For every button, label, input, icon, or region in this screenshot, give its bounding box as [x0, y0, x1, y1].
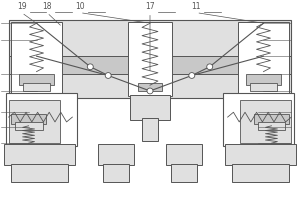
- Bar: [11, 164, 68, 182]
- Bar: [98, 144, 134, 165]
- Bar: [250, 83, 278, 91]
- Bar: [256, 105, 272, 112]
- Bar: [9, 20, 291, 98]
- Circle shape: [207, 64, 213, 70]
- Bar: [128, 22, 172, 96]
- Bar: [142, 118, 158, 141]
- Bar: [240, 100, 291, 143]
- Bar: [223, 93, 294, 146]
- Bar: [138, 83, 162, 91]
- Bar: [232, 164, 290, 182]
- Bar: [238, 22, 290, 96]
- Text: 17: 17: [145, 2, 155, 11]
- Text: 11: 11: [191, 2, 201, 11]
- Text: 10: 10: [75, 2, 85, 11]
- Circle shape: [189, 73, 195, 78]
- Circle shape: [87, 64, 93, 70]
- Bar: [11, 22, 62, 96]
- Text: 19: 19: [17, 2, 26, 11]
- Bar: [6, 93, 77, 146]
- Bar: [130, 95, 170, 120]
- Text: 18: 18: [42, 2, 52, 11]
- Bar: [31, 95, 43, 122]
- Bar: [4, 144, 75, 165]
- Bar: [225, 144, 296, 165]
- Bar: [28, 105, 44, 112]
- Circle shape: [147, 88, 153, 94]
- Bar: [246, 74, 281, 85]
- Bar: [11, 114, 46, 124]
- Bar: [254, 114, 290, 124]
- Bar: [22, 83, 50, 91]
- Bar: [257, 122, 285, 130]
- Bar: [15, 122, 43, 130]
- Bar: [9, 56, 291, 74]
- Bar: [166, 144, 202, 165]
- Bar: [9, 100, 60, 143]
- Circle shape: [105, 73, 111, 78]
- Bar: [257, 95, 269, 122]
- Bar: [103, 164, 129, 182]
- Bar: [19, 74, 54, 85]
- Bar: [171, 164, 197, 182]
